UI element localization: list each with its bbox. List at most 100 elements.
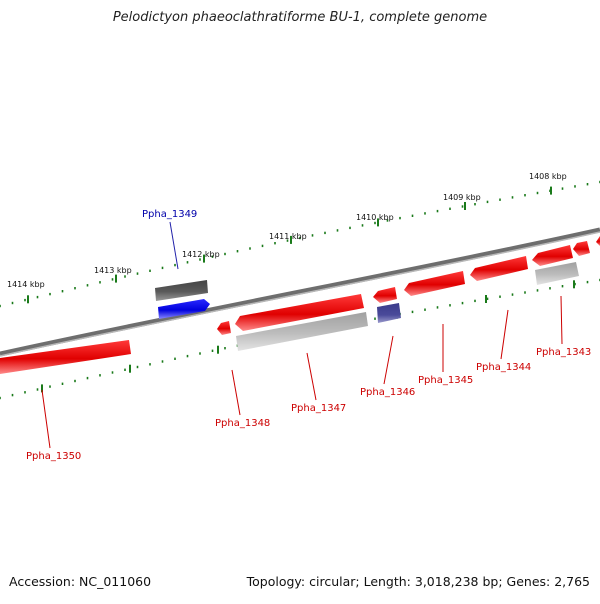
scale-tick-minor: [174, 357, 176, 360]
gene-ppha-1349[interactable]: [158, 299, 210, 319]
scale-tick-minor: [24, 391, 26, 394]
gene-ppha-1345[interactable]: [404, 271, 465, 296]
gene-ppha-1344[interactable]: [470, 256, 528, 281]
scale-label: 1412 kbp: [182, 250, 220, 259]
gene-label-ppha-1350[interactable]: Ppha_1350: [26, 451, 81, 462]
gene-ppha-1347-red[interactable]: [235, 294, 364, 331]
scale-tick-minor: [311, 234, 314, 237]
scale-tick-minor: [149, 363, 151, 366]
scale-tick-minor: [424, 212, 426, 215]
scale-label: 1409 kbp: [443, 193, 481, 202]
gene-ppha-1348[interactable]: [217, 321, 231, 335]
scale-tick-minor: [124, 275, 126, 278]
scale-tick-minor: [149, 269, 151, 272]
scale-tick-minor: [211, 349, 214, 352]
scale-tick-minor: [36, 388, 39, 391]
scale-tick-major: [41, 384, 43, 393]
scale-tick-minor: [86, 284, 89, 287]
scale-tick-minor: [361, 224, 364, 227]
scale-tick-minor: [411, 310, 414, 314]
gene-ppha-1343-a[interactable]: [532, 245, 573, 266]
gene-ppha-1346[interactable]: [377, 303, 401, 323]
scale-tick-minor: [36, 295, 39, 299]
gene-ppha-1343-b[interactable]: [573, 241, 590, 256]
gene-ppha-1347-gray[interactable]: [236, 312, 368, 351]
scale-tick-minor: [111, 371, 114, 374]
scale-tick-minor: [561, 187, 564, 190]
scale-tick-minor: [261, 244, 264, 248]
gene-ppha-1346-red[interactable]: [373, 287, 397, 303]
scale-tick-minor: [249, 247, 251, 250]
scale-tick-major: [485, 295, 487, 303]
genome-backbone-highlight: [0, 231, 600, 357]
scale-tick-minor: [461, 205, 464, 208]
leader-line: [383, 335, 394, 385]
scale-tick-minor: [111, 278, 114, 281]
gene-ppha-1343-gray[interactable]: [535, 262, 579, 285]
scale-tick-minor: [199, 352, 201, 355]
scale-tick-minor: [561, 285, 564, 288]
gene-offscreen-right[interactable]: [596, 236, 600, 246]
scale-tick-major: [129, 364, 131, 373]
scale-tick-minor: [586, 280, 589, 284]
scale-label: 1411 kbp: [269, 232, 307, 241]
gene-label-ppha-1343[interactable]: Ppha_1343: [536, 347, 591, 358]
scale-tick-minor: [49, 385, 51, 388]
scale-tick-major: [27, 295, 29, 304]
scale-tick-minor: [436, 209, 439, 213]
leader-line: [500, 309, 509, 360]
scale-tick-minor: [349, 226, 351, 230]
scale-tick-minor: [186, 261, 189, 264]
scale-tick-minor: [199, 258, 201, 261]
scale-tick-major: [217, 345, 219, 354]
gene-label-ppha-1345[interactable]: Ppha_1345: [418, 375, 473, 386]
gene-label-ppha-1344[interactable]: Ppha_1344: [476, 362, 531, 373]
scale-tick-minor: [74, 287, 76, 290]
leader-line: [169, 221, 179, 270]
scale-tick-minor: [511, 293, 514, 296]
gene-label-ppha-1347[interactable]: Ppha_1347: [291, 403, 346, 414]
scale-tick-minor: [336, 229, 339, 232]
scale-tick-minor: [236, 250, 239, 253]
genome-backbone: [0, 227, 600, 357]
scale-tick-minor: [49, 292, 51, 296]
scale-ticks-upper: [0, 180, 600, 308]
scale-tick-minor: [224, 252, 226, 256]
scale-tick-minor: [61, 290, 64, 293]
scale-tick-minor: [486, 200, 489, 204]
gene-label-ppha-1346[interactable]: Ppha_1346: [360, 387, 415, 398]
scale-tick-minor: [474, 299, 476, 303]
genome-summary-text: Topology: circular; Length: 3,018,238 bp…: [246, 574, 590, 589]
scale-tick-minor: [0, 396, 1, 400]
scale-tick-major: [290, 235, 292, 244]
leader-line: [41, 389, 51, 449]
gene-label-ppha-1348[interactable]: Ppha_1348: [215, 418, 270, 429]
scale-tick-minor: [136, 365, 139, 369]
scale-tick-minor: [161, 360, 164, 363]
scale-tick-minor: [24, 298, 26, 302]
gene-ppha-1349-dark[interactable]: [155, 280, 208, 301]
scale-tick-minor: [374, 221, 376, 225]
scale-tick-major: [573, 280, 575, 289]
scale-tick-minor: [449, 207, 451, 210]
scale-tick-minor: [436, 306, 439, 309]
scale-tick-minor: [86, 376, 89, 380]
scale-tick-minor: [499, 198, 501, 201]
scale-tick-minor: [374, 317, 376, 320]
scale-tick-minor: [449, 304, 451, 307]
scale-tick-minor: [474, 203, 476, 206]
leader-line: [306, 352, 317, 401]
scale-label: 1408 kbp: [529, 172, 567, 181]
scale-tick-minor: [386, 219, 389, 222]
scale-label: 1413 kbp: [94, 266, 132, 275]
scale-tick-minor: [461, 301, 464, 305]
genome-title: Pelodictyon phaeoclathratiforme BU-1, co…: [112, 10, 488, 25]
scale-tick-minor: [524, 194, 526, 197]
gene-ppha-1350[interactable]: [0, 340, 131, 374]
scale-tick-minor: [511, 196, 514, 199]
scale-tick-minor: [211, 255, 214, 258]
scale-tick-major: [115, 274, 117, 283]
leader-line: [231, 369, 241, 416]
gene-label-ppha-1349[interactable]: Ppha_1349: [142, 209, 197, 220]
scale-tick-minor: [136, 272, 139, 275]
